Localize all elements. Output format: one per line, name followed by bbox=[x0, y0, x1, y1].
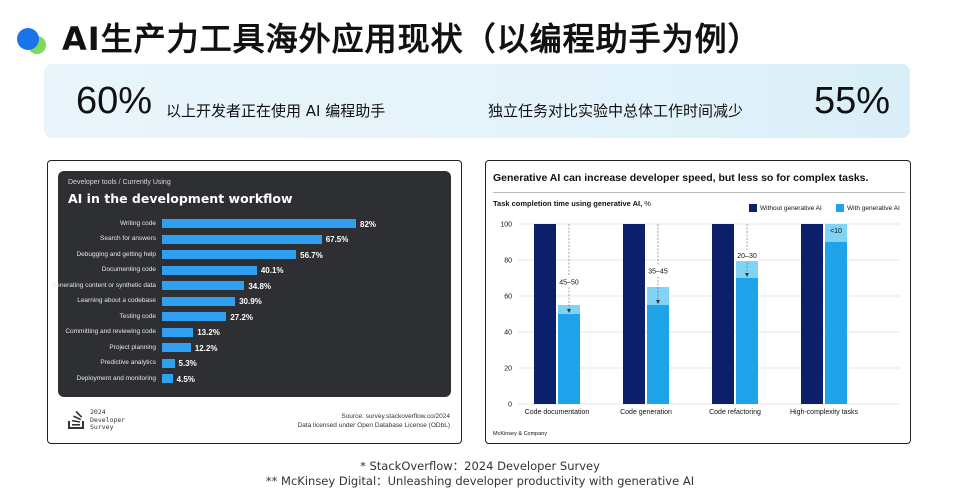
bar-value-label: 67.5% bbox=[325, 235, 349, 244]
annotation-label: 45–50 bbox=[559, 280, 579, 287]
title-divider bbox=[493, 192, 905, 193]
usage-bar bbox=[162, 358, 175, 368]
usage-bar bbox=[162, 234, 322, 244]
annotation-label: <10 bbox=[830, 228, 842, 235]
title-bullet-icon bbox=[17, 28, 46, 54]
y-tick-label: 20 bbox=[504, 366, 512, 373]
y-tick-label: 100 bbox=[500, 222, 512, 229]
bar-with-ai-range bbox=[736, 260, 758, 278]
bar-value-label: 13.2% bbox=[197, 328, 220, 337]
annotation-label: 20–30 bbox=[737, 253, 757, 260]
usage-bar bbox=[162, 250, 297, 259]
bar-category-label: Predictive analytics bbox=[100, 359, 156, 366]
bar-value-label: 40.1% bbox=[260, 266, 284, 275]
y-tick-label: 40 bbox=[504, 330, 512, 337]
bar-category-label: Deployment and monitoring bbox=[76, 374, 157, 382]
bar-value-label: 4.5% bbox=[176, 374, 195, 384]
bar-without-ai bbox=[801, 224, 823, 404]
footnote-stackoverflow: * StackOverflow：2024 Developer Survey bbox=[360, 459, 600, 473]
annotation-bg bbox=[558, 276, 580, 288]
usage-bar bbox=[162, 374, 173, 383]
bar-category-label: Writing code bbox=[119, 219, 156, 227]
bar-category-label: Documenting code bbox=[101, 266, 156, 273]
x-category-label: High-complexity tasks bbox=[790, 409, 859, 416]
x-category-label: Code generation bbox=[620, 409, 672, 416]
bar-category-label: Project planning bbox=[109, 343, 156, 351]
bar-category-label: Generating content or synthetic data bbox=[51, 281, 156, 289]
stackoverflow-logo-icon bbox=[68, 410, 84, 429]
usage-bar bbox=[162, 265, 257, 275]
annotation-arrow bbox=[656, 300, 660, 304]
bar-with-ai bbox=[736, 278, 758, 404]
bar-value-label: 82% bbox=[360, 219, 377, 229]
mckinsey-chart-subtitle: Task completion time using generative AI… bbox=[493, 199, 651, 208]
bar-category-label: Testing code bbox=[119, 312, 157, 320]
legend-without-label: Without generative AI bbox=[760, 205, 822, 212]
bar-value-label: 27.2% bbox=[230, 312, 254, 322]
stackoverflow-chart-area bbox=[58, 171, 451, 397]
survey-logo-text: 2024 Developer Survey bbox=[90, 408, 126, 431]
chart-source: Source: survey.stackoverflow.co/2024 Dat… bbox=[297, 413, 450, 429]
usage-bar bbox=[162, 296, 236, 306]
bar-category-label: Learning about a codebase bbox=[77, 297, 156, 304]
bar-with-ai bbox=[558, 314, 580, 404]
annotation-label: 35–45 bbox=[648, 269, 668, 276]
legend-with-swatch bbox=[836, 204, 844, 212]
bar-with-ai bbox=[825, 242, 847, 404]
bar-without-ai bbox=[623, 224, 645, 404]
mckinsey-chart-title: Generative AI can increase developer spe… bbox=[493, 172, 869, 184]
bar-value-label: 5.3% bbox=[178, 359, 197, 368]
annotation-bg bbox=[736, 250, 758, 261]
bar-value-label: 34.8% bbox=[248, 281, 272, 291]
usage-bar bbox=[162, 343, 191, 352]
footnote-mckinsey: ** McKinsey Digital：Unleashing developer… bbox=[265, 474, 695, 488]
stat-right-value: 55% bbox=[814, 80, 891, 122]
usage-bar bbox=[162, 219, 356, 228]
chart-title: AI in the development workflow bbox=[68, 191, 293, 206]
stat-left-value: 60% bbox=[76, 80, 153, 122]
bar-without-ai bbox=[712, 224, 734, 404]
stats-banner bbox=[44, 64, 910, 138]
stat-right-text: 独立任务对比实验中总体工作时间减少 bbox=[488, 102, 744, 120]
mckinsey-brand: McKinsey & Company bbox=[493, 431, 548, 437]
usage-bar bbox=[162, 281, 245, 290]
chart-breadcrumb: Developer tools / Currently Using bbox=[68, 179, 171, 186]
x-category-label: Code documentation bbox=[525, 409, 590, 416]
page-title: AI生产力工具海外应用现状（以编程助手为例） bbox=[62, 20, 761, 58]
bar-category-label: Search for answers bbox=[100, 235, 156, 242]
bar-value-label: 56.7% bbox=[300, 250, 323, 260]
usage-bar bbox=[162, 327, 194, 337]
bar-with-ai bbox=[647, 305, 669, 404]
bar-without-ai bbox=[534, 224, 556, 404]
stat-left-text: 以上开发者正在使用 AI 编程助手 bbox=[166, 102, 386, 120]
y-tick-label: 0 bbox=[508, 402, 512, 409]
annotation-arrow bbox=[745, 273, 749, 277]
bar-value-label: 12.2% bbox=[194, 343, 218, 353]
bar-category-label: Committing and reviewing code bbox=[65, 328, 156, 335]
y-tick-label: 60 bbox=[504, 294, 512, 301]
bar-value-label: 30.9% bbox=[239, 297, 262, 306]
usage-bar bbox=[162, 312, 227, 321]
bar-with-ai-range bbox=[825, 224, 847, 242]
legend-with-label: With generative AI bbox=[847, 205, 900, 212]
bar-category-label: Debugging and getting help bbox=[76, 250, 156, 258]
legend-without-swatch bbox=[749, 204, 757, 212]
annotation-arrow bbox=[567, 309, 571, 313]
y-tick-label: 80 bbox=[504, 258, 512, 265]
annotation-bg bbox=[647, 265, 669, 277]
x-category-label: Code refactoring bbox=[709, 409, 761, 416]
task-time-bar-chart: 0 20 40 60 80 100 45–50 Code documentation 35–45… bbox=[500, 222, 900, 416]
